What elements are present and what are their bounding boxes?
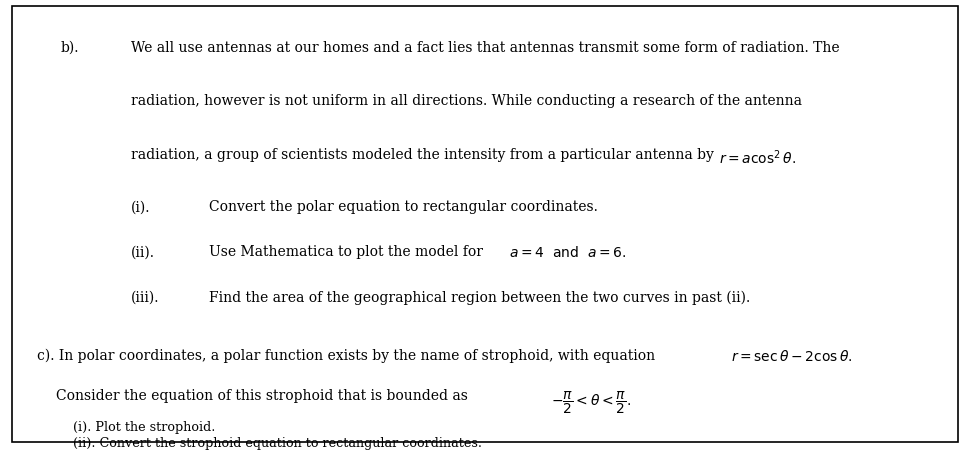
Text: (i).: (i). bbox=[131, 200, 151, 214]
Text: (i). Plot the strophoid.: (i). Plot the strophoid. bbox=[73, 421, 215, 434]
Text: (iii).: (iii). bbox=[131, 290, 159, 304]
Text: Use Mathematica to plot the model for: Use Mathematica to plot the model for bbox=[209, 245, 487, 259]
Text: radiation, a group of scientists modeled the intensity from a particular antenna: radiation, a group of scientists modeled… bbox=[131, 148, 718, 162]
Text: $-\dfrac{\pi}{2}<\theta<\dfrac{\pi}{2}$.: $-\dfrac{\pi}{2}<\theta<\dfrac{\pi}{2}$. bbox=[551, 389, 631, 416]
Text: $a=4$  and  $a=6$.: $a=4$ and $a=6$. bbox=[509, 245, 627, 260]
Text: (ii). Convert the strophoid equation to rectangular coordinates.: (ii). Convert the strophoid equation to … bbox=[73, 437, 482, 450]
Text: Convert the polar equation to rectangular coordinates.: Convert the polar equation to rectangula… bbox=[209, 200, 598, 214]
Text: We all use antennas at our homes and a fact lies that antennas transmit some for: We all use antennas at our homes and a f… bbox=[131, 40, 840, 54]
Text: $r=\sec\theta-2\cos\theta$.: $r=\sec\theta-2\cos\theta$. bbox=[731, 349, 852, 364]
Text: Consider the equation of this strophoid that is bounded as: Consider the equation of this strophoid … bbox=[56, 389, 472, 403]
Text: Find the area of the geographical region between the two curves in past (ii).: Find the area of the geographical region… bbox=[209, 290, 750, 305]
Text: radiation, however is not uniform in all directions. While conducting a research: radiation, however is not uniform in all… bbox=[131, 94, 802, 108]
Text: b).: b). bbox=[60, 40, 79, 54]
Text: c). In polar coordinates, a polar function exists by the name of strophoid, with: c). In polar coordinates, a polar functi… bbox=[37, 349, 659, 363]
Text: $r=a\cos^2\theta$.: $r=a\cos^2\theta$. bbox=[719, 148, 796, 167]
Text: (ii).: (ii). bbox=[131, 245, 156, 259]
